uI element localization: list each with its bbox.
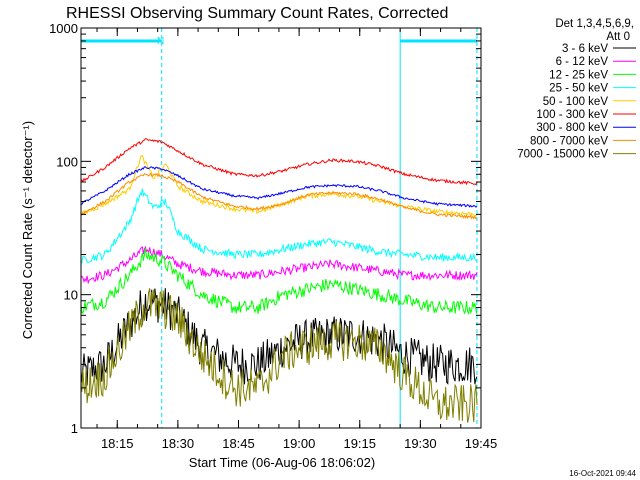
x-axis: 18:15 18:30 18:45 19:00 19:15 19:30 19:45 [96,28,498,451]
legend-label-0: 3 - 6 keV [562,43,608,55]
legend-label-8: 7000 - 15000 keV [517,149,608,161]
chart-title: RHESSI Observing Summary Count Rates, Co… [66,5,448,22]
y-axis: 1 10 100 1000 [49,21,481,436]
x-tick-label-2: 18:45 [222,436,255,451]
footer-timestamp: 16-Oct-2021 09:44 [569,469,636,478]
y-tick-label-0: 1 [71,421,78,436]
attenuator-marker: N [157,36,164,47]
x-axis-label: Start Time (06-Aug-06 18:06:02) [189,455,375,470]
legend-label-1: 6 - 12 keV [556,56,609,68]
series-line-2 [80,247,478,316]
legend-label-4: 50 - 100 keV [543,96,609,108]
legend-label-3: 25 - 50 keV [549,83,608,95]
series-line-3 [80,188,478,264]
y-tick-label-3: 1000 [49,21,78,36]
series-line-7 [80,172,478,220]
series-line-0 [80,288,478,386]
legend-label-7: 800 - 7000 keV [530,135,608,147]
plot-area [80,28,478,428]
x-tick-label-0: 18:15 [101,436,134,451]
plot-frame [80,27,482,429]
y-tick-label-2: 100 [56,154,78,169]
series-line-6 [80,166,478,208]
x-tick-label-6: 19:45 [465,436,498,451]
series-line-8 [80,288,478,423]
x-tick-label-5: 19:30 [404,436,437,451]
legend-label-6: 300 - 800 keV [536,122,608,134]
legend-label-5: 100 - 300 keV [536,109,608,121]
x-tick-label-4: 19:15 [343,436,376,451]
y-tick-label-1: 10 [64,288,78,303]
x-tick-label-3: 19:00 [283,436,316,451]
series-line-4 [80,155,478,218]
x-tick-label-1: 18:30 [162,436,195,451]
legend-label-2: 12 - 25 keV [549,69,608,81]
detector-info-line-2: Att 0 [606,31,630,43]
detector-info-line-1: Det 1,3,4,5,6,9, [555,18,634,30]
y-axis-label: Corrected Count Rate (s⁻¹ detector⁻¹) [20,121,35,339]
series-line-5 [80,138,478,186]
series-line-1 [80,245,478,285]
